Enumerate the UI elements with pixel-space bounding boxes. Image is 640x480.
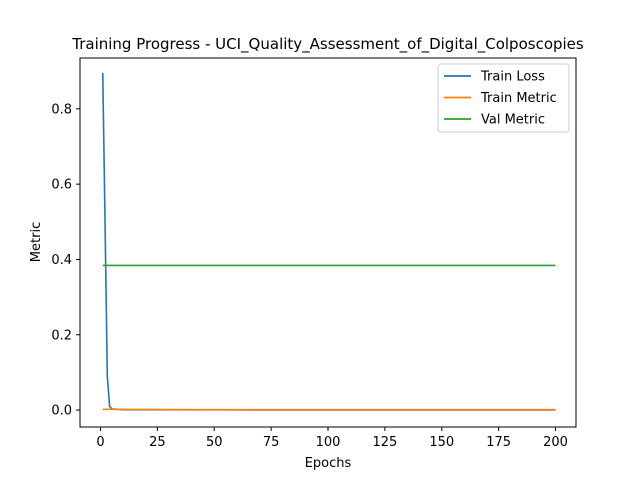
y-tick-label: 0.8 bbox=[51, 102, 72, 117]
x-tick-label: 175 bbox=[486, 435, 511, 450]
legend-label: Train Loss bbox=[480, 70, 545, 85]
x-tick-label: 25 bbox=[149, 435, 166, 450]
x-tick-label: 75 bbox=[263, 435, 280, 450]
y-tick-label: 0.2 bbox=[51, 328, 72, 343]
x-tick-label: 125 bbox=[372, 435, 397, 450]
plot-lines bbox=[101, 73, 556, 411]
legend: Train Loss Train Metric Val Metric bbox=[437, 63, 570, 133]
chart-title: Training Progress - UCI_Quality_Assessme… bbox=[71, 35, 584, 54]
legend-label: Val Metric bbox=[481, 113, 545, 128]
y-tick-label: 0.6 bbox=[51, 178, 72, 193]
x-axis: 0 25 50 75 100 125 150 175 200 bbox=[96, 427, 568, 450]
legend-label: Train Metric bbox=[480, 91, 557, 106]
x-tick-label: 150 bbox=[429, 435, 454, 450]
x-tick-label: 100 bbox=[316, 435, 341, 450]
x-tick-label: 200 bbox=[543, 435, 568, 450]
x-axis-label: Epochs bbox=[305, 456, 352, 471]
y-tick-label: 0.0 bbox=[51, 404, 72, 419]
y-axis-label: Metric bbox=[29, 222, 44, 262]
legend-box bbox=[437, 63, 570, 133]
x-tick-label: 50 bbox=[206, 435, 223, 450]
x-tick-label: 0 bbox=[96, 435, 104, 450]
y-tick-label: 0.4 bbox=[51, 253, 72, 268]
y-axis: 0.0 0.2 0.4 0.6 0.8 bbox=[51, 102, 80, 419]
